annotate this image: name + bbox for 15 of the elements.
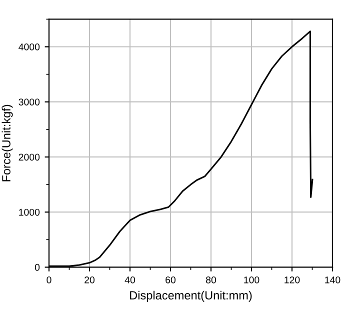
y-axis-title: Force(Unit:kgf): [2, 104, 13, 182]
x-tick-label: 140: [325, 276, 340, 284]
x-axis-title: Displacement(Unit:mm): [130, 290, 252, 302]
y-tick-label: 2000: [18, 154, 40, 161]
x-tick-label: 100: [244, 276, 260, 284]
y-tick-label: 4000: [18, 43, 40, 50]
x-tick-label: 40: [124, 276, 136, 284]
x-tick-label: 120: [284, 276, 300, 284]
x-tick-label: 60: [166, 276, 176, 284]
x-tick-label: 80: [206, 276, 216, 284]
y-tick-label: 3000: [18, 98, 40, 106]
y-tick-label: 1000: [19, 208, 40, 216]
x-tick-label: 20: [84, 276, 95, 284]
x-tick-label: 0: [46, 276, 52, 284]
y-tick-label: 0: [34, 264, 40, 271]
